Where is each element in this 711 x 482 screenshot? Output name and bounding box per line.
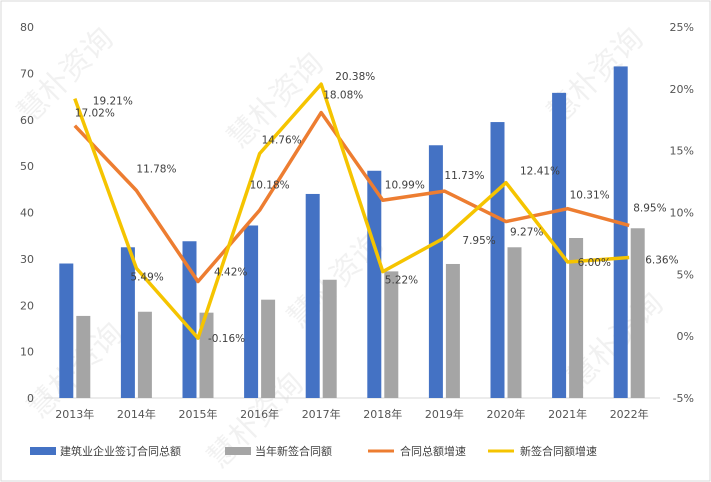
- y-left-tick-label: 30: [20, 253, 34, 266]
- y-left-tick-label: 80: [20, 21, 34, 34]
- y-axis-right: -5% 0% 5% 10% 15% 20% 25%: [670, 21, 694, 405]
- data-label-new-growth: -0.16%: [208, 333, 245, 345]
- bar-total-contract: [244, 225, 259, 398]
- data-label-new-growth: 19.21%: [93, 96, 133, 108]
- bar-new-contract: [507, 247, 522, 398]
- data-label-new-growth: 6.00%: [578, 257, 611, 269]
- bar-series-group: [59, 66, 645, 398]
- bar-total-contract: [59, 263, 74, 398]
- bar-total-contract: [305, 193, 320, 398]
- bar-new-contract: [76, 315, 91, 398]
- y-left-tick-label: 70: [20, 67, 34, 80]
- bar-new-contract: [261, 299, 276, 398]
- bar-new-contract: [569, 238, 584, 398]
- legend-label: 当年新签合同额: [255, 444, 332, 458]
- line-series-group: [73, 82, 630, 340]
- y-right-tick-label: 25%: [670, 21, 694, 34]
- y-right-tick-label: 0%: [677, 330, 694, 343]
- data-label-total-growth: 17.02%: [75, 108, 115, 120]
- bar-total-contract: [367, 170, 382, 398]
- data-label-total-growth: 4.42%: [214, 267, 247, 279]
- data-label-total-growth: 10.31%: [570, 190, 610, 202]
- bar-total-contract: [490, 122, 505, 398]
- data-label-group: 17.02% 11.78% 4.42% 10.18% 18.08% 10.99% 11.73…: [75, 71, 679, 345]
- bar-total-contract: [120, 247, 135, 398]
- y-right-tick-label: 15%: [670, 145, 694, 158]
- bar-new-contract: [137, 311, 152, 398]
- legend-label: 建筑业企业签订合同总额: [60, 444, 181, 458]
- legend: 建筑业企业签订合同总额 当年新签合同额 合同总额增速 新签合同额增速: [30, 444, 597, 458]
- data-label-total-growth: 18.08%: [323, 90, 363, 102]
- x-axis: 2013年 2014年 2015年 2016年 2017年 2018年 2019年 2020年…: [55, 407, 648, 421]
- y-left-tick-label: 20: [20, 299, 34, 312]
- data-label-new-growth: 7.95%: [462, 235, 495, 247]
- legend-swatch: [225, 447, 251, 455]
- bar-new-contract: [322, 279, 337, 398]
- x-tick-label: 2015年: [179, 407, 218, 421]
- data-label-total-growth: 10.99%: [385, 179, 425, 191]
- x-tick-label: 2020年: [487, 407, 526, 421]
- x-tick-label: 2017年: [302, 407, 341, 421]
- line-total-growth: [73, 110, 630, 284]
- x-tick-label: 2019年: [425, 407, 464, 421]
- data-label-new-growth: 6.36%: [645, 255, 678, 267]
- x-tick-label: 2013年: [55, 407, 94, 421]
- x-tick-label: 2022年: [610, 407, 649, 421]
- legend-item-new-contract: 当年新签合同额: [225, 444, 332, 458]
- bar-total-contract: [552, 92, 567, 398]
- y-axis-left: 0 10 20 30 40 50 60 70 80: [20, 21, 34, 405]
- data-label-total-growth: 10.18%: [250, 179, 290, 191]
- bar-new-contract: [630, 228, 645, 398]
- y-left-tick-label: 0: [27, 392, 34, 405]
- data-label-new-growth: 5.22%: [385, 275, 418, 287]
- y-left-tick-label: 10: [20, 346, 34, 359]
- bar-total-contract: [613, 66, 628, 398]
- x-tick-label: 2014年: [117, 407, 156, 421]
- y-right-tick-label: 5%: [677, 268, 694, 281]
- data-label-total-growth: 9.27%: [510, 227, 543, 239]
- bar-new-contract: [199, 312, 214, 398]
- x-tick-label: 2016年: [240, 407, 279, 421]
- y-left-tick-label: 40: [20, 207, 34, 220]
- data-label-new-growth: 20.38%: [335, 71, 375, 83]
- data-label-total-growth: 8.95%: [633, 202, 666, 214]
- data-label-new-growth: 12.41%: [520, 166, 560, 178]
- bar-new-contract: [445, 263, 460, 398]
- legend-swatch: [30, 447, 56, 455]
- y-right-tick-label: 20%: [670, 83, 694, 96]
- legend-item-total-contract: 建筑业企业签订合同总额: [30, 444, 181, 458]
- bar-total-contract: [428, 145, 443, 398]
- data-label-total-growth: 11.78%: [136, 163, 176, 175]
- bar-new-contract: [384, 271, 399, 398]
- legend-label: 合同总额增速: [400, 444, 466, 458]
- y-right-tick-label: -5%: [673, 392, 694, 405]
- legend-item-new-growth: 新签合同额增速: [488, 444, 597, 458]
- x-tick-label: 2021年: [548, 407, 587, 421]
- bar-total-contract: [182, 241, 197, 398]
- data-label-new-growth: 5.49%: [130, 271, 163, 283]
- data-label-new-growth: 14.76%: [262, 135, 302, 147]
- y-left-tick-label: 50: [20, 160, 34, 173]
- legend-item-total-growth: 合同总额增速: [368, 444, 466, 458]
- x-tick-label: 2018年: [363, 407, 402, 421]
- data-label-total-growth: 11.73%: [444, 170, 484, 182]
- y-left-tick-label: 60: [20, 114, 34, 127]
- y-right-tick-label: 10%: [670, 207, 694, 220]
- line-new-growth: [73, 82, 630, 340]
- legend-label: 新签合同额增速: [520, 444, 597, 458]
